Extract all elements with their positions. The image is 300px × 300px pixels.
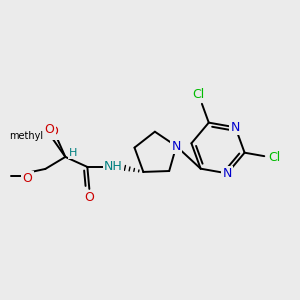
Text: O: O — [44, 123, 54, 136]
Text: O: O — [84, 191, 94, 204]
Text: O: O — [48, 125, 58, 138]
Text: methyl: methyl — [9, 131, 44, 141]
Text: H: H — [69, 148, 77, 158]
Text: Cl: Cl — [192, 88, 205, 101]
Text: N: N — [172, 140, 181, 153]
Text: N: N — [223, 167, 232, 180]
Text: Cl: Cl — [268, 152, 280, 164]
Text: N: N — [231, 121, 240, 134]
Text: O: O — [22, 172, 32, 185]
Text: NH: NH — [104, 160, 123, 173]
